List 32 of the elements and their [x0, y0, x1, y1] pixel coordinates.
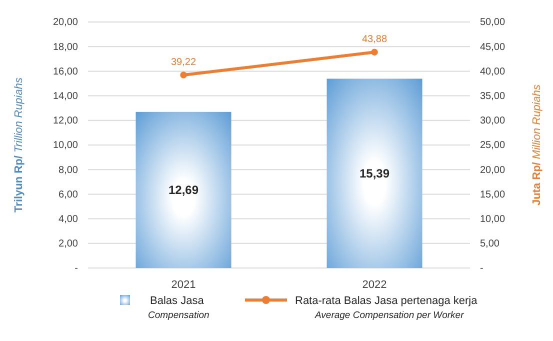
y2-axis-title: Juta Rp/ Million Rupiahs [531, 84, 543, 206]
y-tick-label: 10,00 [52, 140, 78, 152]
data-label: 12,69 [168, 182, 199, 197]
y-tick-label: 2,00 [58, 238, 78, 250]
y2-tick-label: 20,00 [480, 164, 506, 176]
x-tick-label: 2021 [171, 278, 196, 291]
y-tick-label: 4,00 [58, 214, 78, 225]
y-tick-label: 6,00 [58, 189, 78, 200]
y-tick-label: 8,00 [58, 164, 78, 176]
y2-tick-label: - [480, 263, 484, 274]
x-tick-label: 2022 [362, 278, 387, 291]
y-tick-label: - [74, 263, 78, 274]
y2-tick-label: 45,00 [480, 42, 506, 53]
y2-tick-label: 5,00 [480, 238, 500, 250]
y2-tick-label: 40,00 [480, 66, 506, 78]
y2-tick-label: 15,00 [480, 189, 506, 200]
y-axis-title: Trilyun Rp/ Trillion Rupiahs [13, 77, 25, 212]
y-tick-label: 14,00 [52, 91, 78, 102]
data-label: 39,22 [170, 57, 196, 68]
y2-tick-label: 10,00 [480, 214, 506, 225]
y-tick-label: 16,00 [52, 66, 78, 78]
y2-tick-label: 30,00 [480, 116, 506, 127]
data-label: 43,88 [362, 34, 388, 46]
y2-tick-label: 25,00 [480, 140, 506, 152]
y2-tick-label: 35,00 [480, 91, 506, 102]
y-tick-label: 12,00 [52, 116, 78, 127]
legend-label: Rata-rata Balas Jasa pertenaga kerja Average Compensation per Worker [295, 295, 478, 321]
legend-label: Balas Jasa Compensation [148, 295, 210, 321]
data-label: 15,39 [359, 166, 390, 180]
y-tick-label: 18,00 [52, 42, 78, 53]
y2-tick-label: 50,00 [480, 17, 506, 28]
y-tick-label: 20,00 [52, 17, 78, 28]
